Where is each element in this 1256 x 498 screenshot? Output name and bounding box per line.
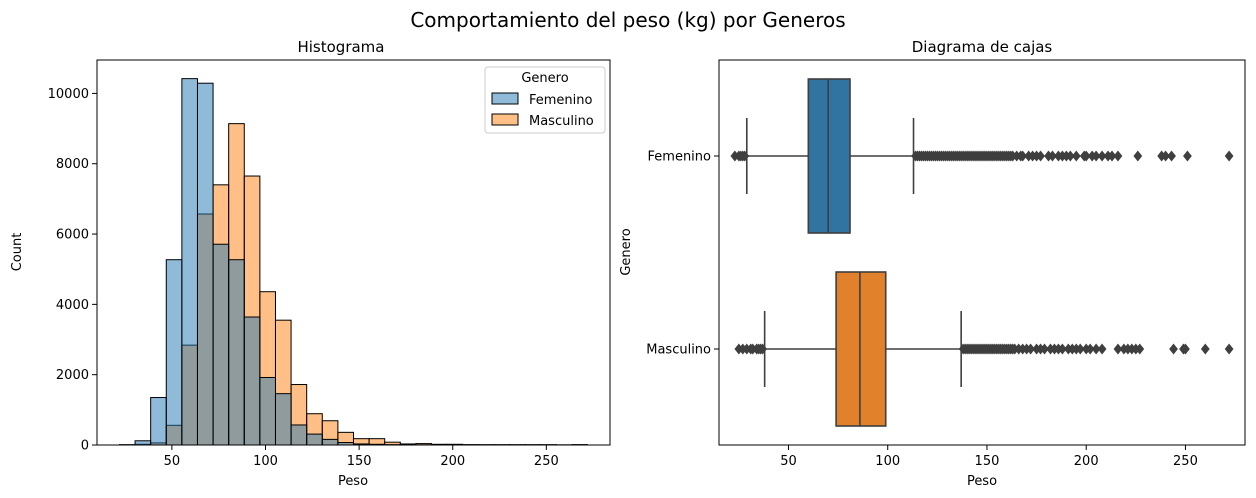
outlier-point (1018, 150, 1028, 162)
bar-femenino (134, 440, 152, 446)
outlier-point (1091, 150, 1101, 162)
outlier-point (1040, 343, 1049, 355)
histogram-legend: Genero Femenino Masculino (484, 66, 606, 134)
y-tick-label: 8000 (56, 157, 89, 172)
bar-femenino (290, 424, 308, 446)
x-tick-label: 250 (1173, 454, 1198, 469)
bar-femenino (321, 438, 339, 446)
box-femenino (730, 78, 1234, 234)
outlier-point (1135, 343, 1145, 355)
legend-swatch-femenino (491, 92, 519, 105)
legend-swatch-masculino (491, 113, 519, 126)
histogram-y-ticks: 0 2000 4000 6000 8000 10000 (48, 87, 97, 454)
outlier-point (1107, 150, 1117, 162)
bar-femenino (196, 82, 214, 446)
y-tick-label: Masculino (646, 343, 711, 358)
y-tick-label: Femenino (648, 150, 712, 165)
outlier-point (1181, 343, 1190, 355)
box-masculino (734, 271, 1234, 427)
outlier-point (758, 343, 768, 355)
outlier-point (1161, 150, 1170, 162)
x-tick-label: 150 (347, 454, 372, 469)
outlier-point (1048, 150, 1057, 162)
outlier-point (1085, 343, 1095, 355)
outlier-point (1169, 343, 1178, 355)
x-tick-label: 50 (780, 454, 797, 469)
figure-suptitle: Comportamiento del peso (kg) por Generos (410, 8, 845, 32)
outlier-point (1224, 343, 1234, 355)
legend-title: Genero (521, 71, 568, 86)
y-tick-label: 0 (81, 439, 89, 454)
outlier-point (1097, 343, 1107, 355)
outlier-point (1065, 150, 1075, 162)
outlier-point (1183, 150, 1192, 162)
outlier-point (1133, 150, 1143, 162)
x-tick-label: 200 (440, 454, 465, 469)
boxplot-title: Diagrama de cajas (912, 38, 1053, 56)
bar-femenino (259, 376, 276, 446)
bar-femenino (243, 316, 261, 446)
histogram-axes-frame (96, 59, 611, 446)
histogram-panel: Histograma 0 2000 4000 6000 8000 10000 50 100 1… (10, 38, 611, 489)
y-tick-label: 6000 (56, 228, 89, 243)
histogram-x-ticks: 50 100 150 200 250 (164, 445, 559, 469)
boxplot-y-ticks: Femenino Masculino (646, 150, 719, 358)
outlier-point (1091, 343, 1101, 355)
y-tick-label: 10000 (48, 87, 89, 102)
boxplot-x-ticks: 50 100 150 200 250 (780, 445, 1198, 469)
bar-femenino (306, 433, 323, 446)
boxplot-ylabel: Genero (619, 228, 634, 275)
outlier-point (1097, 150, 1107, 162)
outlier-point (1200, 343, 1210, 355)
x-tick-label: 100 (253, 454, 278, 469)
x-tick-label: 100 (875, 454, 900, 469)
outlier-point (1113, 343, 1123, 355)
x-tick-label: 50 (164, 454, 181, 469)
histogram-title: Histograma (297, 38, 384, 56)
bar-femenino (181, 78, 198, 446)
legend-label-masculino: Masculino (529, 114, 594, 129)
bar-femenino (212, 243, 230, 446)
outlier-point (1071, 150, 1081, 162)
outlier-point (1113, 150, 1123, 162)
boxplot-xlabel: Peso (967, 474, 997, 489)
iqr-box (807, 78, 851, 234)
bar-femenino (165, 259, 183, 446)
iqr-box (835, 271, 887, 427)
bar-femenino (228, 259, 245, 446)
boxplot-boxes (730, 78, 1234, 427)
boxplot-axes-frame (718, 59, 1246, 446)
outlier-point (1026, 343, 1036, 355)
outlier-point (1036, 150, 1045, 162)
legend-label-femenino: Femenino (529, 93, 593, 108)
x-tick-label: 250 (534, 454, 559, 469)
histogram-ylabel: Count (10, 233, 25, 272)
boxplot-panel: Diagrama de cajas 50 100 150 200 250 Femenin… (619, 38, 1246, 489)
x-tick-label: 200 (1074, 454, 1099, 469)
x-tick-label: 150 (975, 454, 1000, 469)
outlier-point (1075, 343, 1085, 355)
outlier-point (740, 150, 750, 162)
histogram-xlabel: Peso (338, 474, 368, 489)
bar-femenino (150, 397, 167, 446)
outlier-point (1167, 150, 1176, 162)
bar-femenino (274, 393, 292, 446)
y-tick-label: 4000 (56, 298, 89, 313)
outlier-point (1224, 150, 1234, 162)
y-tick-label: 2000 (56, 368, 89, 383)
outlier-point (1058, 343, 1067, 355)
outlier-point (1081, 150, 1091, 162)
